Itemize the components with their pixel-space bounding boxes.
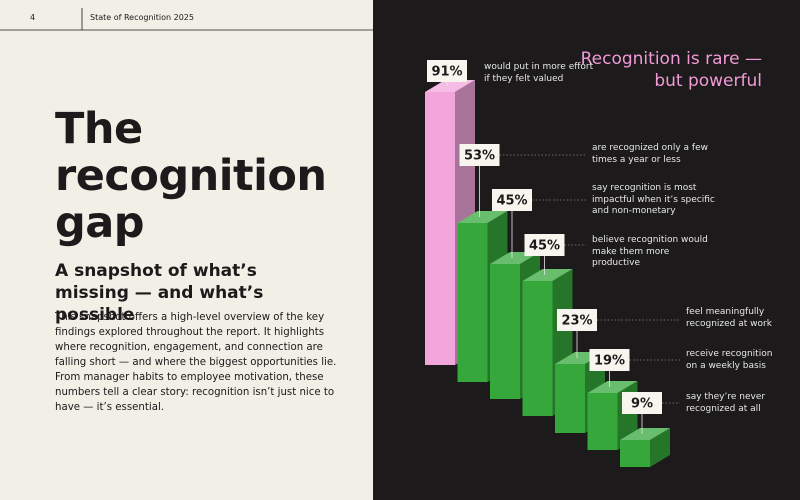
value-label-box bbox=[622, 392, 662, 414]
value-label: 9% bbox=[631, 397, 653, 412]
chart-title: Recognition is rare — but powerful bbox=[580, 49, 762, 91]
bar-description: say they’re never recognized at all bbox=[686, 392, 766, 414]
header-title: State of Recognition 2025 bbox=[90, 13, 194, 22]
value-label-box bbox=[492, 189, 532, 211]
bar-description: receive recognition on a weekly basis bbox=[686, 349, 773, 371]
bar bbox=[620, 428, 670, 467]
value-label-box bbox=[524, 234, 565, 256]
bar-description: say recognition is most impactful when i… bbox=[592, 183, 715, 216]
bar-top bbox=[620, 428, 670, 440]
bar-description: would put in more effort if they felt va… bbox=[484, 62, 594, 84]
subtitle: A snapshot of what’s missing — and what’… bbox=[55, 261, 264, 325]
bar-top bbox=[425, 80, 475, 92]
body-text: This snapshot offers a high-level overvi… bbox=[55, 312, 337, 413]
bar-front bbox=[620, 440, 650, 467]
page-number: 4 bbox=[30, 13, 36, 22]
bar-description: believe recognition would make them more… bbox=[592, 235, 708, 268]
left-panel bbox=[0, 0, 373, 500]
bar-top bbox=[522, 269, 573, 281]
bar-top bbox=[587, 381, 638, 393]
value-label-box bbox=[589, 349, 630, 371]
bar-description: feel meaningfully recognized at work bbox=[686, 307, 772, 329]
bar-front bbox=[490, 264, 520, 399]
value-label: 23% bbox=[561, 314, 592, 329]
bar-description: are recognized only a few times a year o… bbox=[592, 143, 709, 165]
bar-front bbox=[555, 364, 585, 433]
bar-side bbox=[650, 428, 670, 467]
bar-front bbox=[457, 223, 488, 382]
value-label: 91% bbox=[431, 65, 462, 80]
bar-top bbox=[457, 211, 508, 223]
bar-front bbox=[587, 393, 618, 450]
value-label-box bbox=[427, 60, 467, 82]
value-label: 53% bbox=[464, 149, 495, 164]
bar-front bbox=[425, 92, 455, 365]
value-label: 19% bbox=[594, 354, 625, 369]
value-label: 45% bbox=[529, 239, 560, 254]
value-label-box bbox=[557, 309, 597, 331]
value-label-box bbox=[459, 144, 500, 166]
value-label: 45% bbox=[496, 194, 527, 209]
bar-front bbox=[522, 281, 553, 416]
page-title: The recognition gap bbox=[55, 104, 327, 248]
